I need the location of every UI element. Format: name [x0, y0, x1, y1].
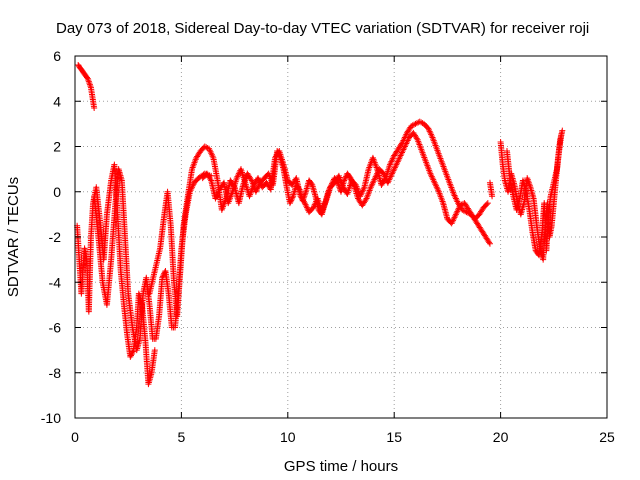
data-point [558, 132, 565, 139]
x-tick-label: 15 [386, 429, 402, 445]
data-point [129, 348, 136, 355]
data-point [381, 176, 388, 183]
data-point [362, 196, 369, 203]
axis-ticks: 0 5 10 15 20 25 -10 -8 -6 -4 -2 0 2 4 6 [41, 48, 615, 445]
data-point [486, 239, 493, 246]
data-point [151, 347, 158, 354]
y-tick-label: -6 [49, 320, 62, 336]
data-point [418, 119, 425, 126]
data-point [484, 200, 491, 207]
data-point [86, 81, 93, 88]
data-point [83, 74, 90, 81]
data-point [127, 352, 134, 359]
data-point [91, 105, 98, 112]
y-tick-label: 2 [53, 139, 61, 155]
y-tick-label: -4 [49, 274, 62, 290]
data-point [287, 198, 294, 205]
gridlines [75, 56, 607, 418]
data-point [486, 240, 493, 247]
x-tick-label: 5 [178, 429, 186, 445]
data-point [288, 197, 295, 204]
data-point [127, 353, 134, 360]
data-point [286, 200, 293, 207]
x-axis-label: GPS time / hours [284, 458, 398, 475]
data-point [489, 193, 496, 200]
x-tick-label: 20 [493, 429, 509, 445]
y-tick-label: -8 [49, 365, 62, 381]
y-axis-label: SDTVAR / TECUs [5, 177, 22, 297]
data-point [87, 83, 94, 90]
data-point [288, 195, 295, 202]
x-tick-label: 10 [280, 429, 296, 445]
data-point [483, 201, 490, 208]
y-tick-label: 0 [53, 184, 61, 200]
data-series [74, 62, 566, 388]
data-point [207, 176, 214, 183]
data-point [308, 180, 315, 187]
data-point [289, 194, 296, 201]
y-tick-label: -2 [49, 229, 62, 245]
y-tick-label: 6 [53, 48, 61, 64]
data-point [247, 176, 254, 183]
chart-title: Day 073 of 2018, Sidereal Day-to-day VTE… [56, 20, 589, 37]
data-point [86, 80, 93, 87]
y-tick-label: 4 [53, 93, 61, 109]
data-point [129, 349, 136, 356]
data-point [559, 127, 566, 134]
x-tick-label: 0 [71, 429, 79, 445]
data-point [302, 190, 309, 197]
data-point [342, 174, 349, 181]
x-tick-label: 25 [599, 429, 615, 445]
data-point [128, 351, 135, 358]
data-point [413, 135, 420, 142]
y-tick-label: -10 [41, 410, 61, 426]
